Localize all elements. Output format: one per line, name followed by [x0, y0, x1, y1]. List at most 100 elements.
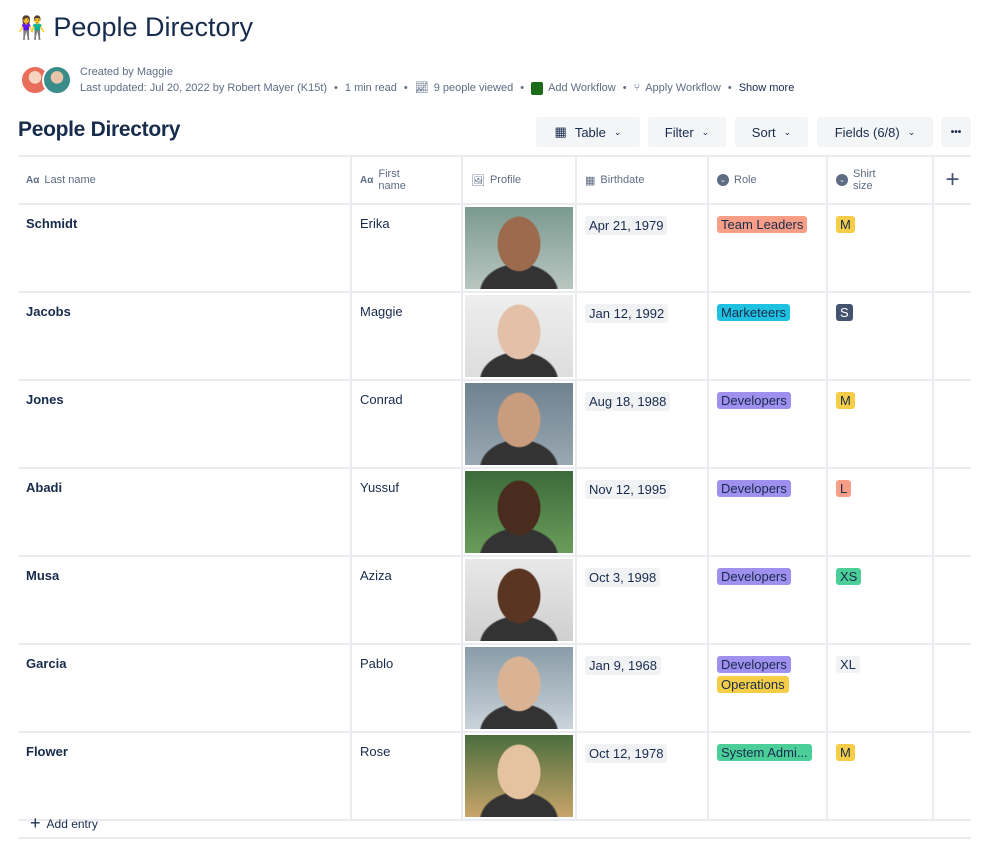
sort-button[interactable]: Sort ⌄	[735, 117, 808, 147]
created-by: Created by Maggie	[80, 66, 173, 78]
first-name-cell[interactable]: Pablo	[350, 644, 462, 733]
profile-cell[interactable]	[461, 556, 576, 645]
table-row[interactable]: Jacobs Maggie Jan 12, 1992 Marketeers S	[18, 292, 971, 381]
role-cell[interactable]: Developers	[707, 556, 827, 645]
database-title: People Directory	[18, 118, 181, 141]
apply-workflow-icon: ⑂	[633, 82, 641, 94]
role-tag: Developers	[717, 392, 791, 409]
show-more-link[interactable]: Show more	[738, 82, 795, 94]
first-name-cell[interactable]: Maggie	[350, 292, 462, 381]
column-first-name[interactable]: Aα First name	[350, 155, 462, 205]
last-name-cell[interactable]: Flower	[18, 732, 351, 821]
last-name-cell[interactable]: Garcia	[18, 644, 351, 733]
profile-photo[interactable]	[465, 383, 573, 465]
fields-button[interactable]: Fields (6/8) ⌄	[817, 117, 933, 147]
label: Filter	[664, 124, 694, 140]
profile-cell[interactable]	[461, 380, 576, 469]
profile-photo[interactable]	[465, 207, 573, 289]
add-column-button[interactable]: +	[932, 155, 971, 205]
profile-cell[interactable]	[461, 732, 576, 821]
shirt-size-cell[interactable]: M	[826, 380, 933, 469]
table-row[interactable]: Flower Rose Oct 12, 1978 System Admi... …	[18, 732, 971, 821]
table-icon: ▦	[554, 124, 567, 139]
people-viewed[interactable]: 9 people viewed	[433, 82, 514, 94]
table-row[interactable]: Garcia Pablo Jan 9, 1968 Developers Opera…	[18, 644, 971, 733]
label: Sort	[751, 124, 776, 140]
empty-cell	[932, 732, 971, 821]
shirt-size-cell[interactable]: S	[826, 292, 933, 381]
birthdate-cell[interactable]: Oct 3, 1998	[575, 556, 708, 645]
table-view-button[interactable]: ▦ Table ⌄	[536, 117, 640, 147]
last-name-cell[interactable]: Jones	[18, 380, 351, 469]
role-cell[interactable]: Marketeers	[707, 292, 827, 381]
chevron-down-icon: ⌄	[783, 126, 792, 137]
profile-photo[interactable]	[465, 559, 573, 641]
birthdate-cell[interactable]: Apr 21, 1979	[575, 204, 708, 293]
add-workflow-link[interactable]: Add Workflow	[548, 82, 616, 94]
shirt-size-cell[interactable]: XL	[826, 644, 933, 733]
apply-workflow-link[interactable]: Apply Workflow	[645, 82, 721, 94]
chevron-down-icon: ⌄	[907, 126, 916, 137]
first-name-cell[interactable]: Conrad	[350, 380, 462, 469]
role-tag: Operations	[717, 676, 789, 693]
profile-photo[interactable]	[465, 735, 573, 817]
birthdate-cell[interactable]: Aug 18, 1988	[575, 380, 708, 469]
avatar[interactable]	[42, 65, 72, 95]
first-name-cell[interactable]: Erika	[350, 204, 462, 293]
label: Birthdate	[600, 174, 645, 186]
filter-button[interactable]: Filter ⌄	[648, 117, 726, 147]
role-tag: Marketeers	[717, 304, 791, 321]
role-tag: System Admi...	[717, 744, 812, 761]
profile-photo[interactable]	[465, 471, 573, 553]
profile-cell[interactable]	[461, 644, 576, 733]
role-cell[interactable]: Developers	[707, 380, 827, 469]
profile-cell[interactable]	[461, 204, 576, 293]
more-button[interactable]: •••	[941, 117, 971, 147]
role-cell[interactable]: System Admi...	[707, 732, 827, 821]
last-updated: Last updated: Jul 20, 2022 by Robert May…	[80, 82, 328, 94]
add-entry-button[interactable]: + Add entry	[30, 813, 98, 834]
label: Fields (6/8)	[834, 124, 900, 140]
last-name-cell[interactable]: Schmidt	[18, 204, 351, 293]
people-table: Aα Last name Aα First name 🖼︎ Profile ▦ Birt…	[18, 155, 971, 821]
date-lozenge: Jan 12, 1992	[585, 304, 669, 323]
role-cell[interactable]: Team Leaders	[707, 204, 827, 293]
column-birthdate[interactable]: ▦ Birthdate	[575, 155, 708, 205]
table-row[interactable]: Schmidt Erika Apr 21, 1979 Team Leaders …	[18, 204, 971, 293]
shirt-size-cell[interactable]: M	[826, 732, 933, 821]
profile-photo[interactable]	[465, 295, 573, 377]
table-row[interactable]: Musa Aziza Oct 3, 1998 Developers XS	[18, 556, 971, 645]
profile-cell[interactable]	[461, 468, 576, 557]
date-lozenge: Jan 9, 1968	[585, 656, 661, 675]
birthdate-cell[interactable]: Jan 9, 1968	[575, 644, 708, 733]
text-field-icon: Aα	[26, 174, 40, 186]
first-name-cell[interactable]: Aziza	[350, 556, 462, 645]
shirt-size-cell[interactable]: XS	[826, 556, 933, 645]
role-tag: Team Leaders	[717, 216, 808, 233]
column-role[interactable]: ⌄ Role	[707, 155, 827, 205]
profile-cell[interactable]	[461, 292, 576, 381]
chevron-down-icon: ⌄	[701, 126, 710, 137]
table-row[interactable]: Jones Conrad Aug 18, 1988 Developers M	[18, 380, 971, 469]
profile-photo[interactable]	[465, 647, 573, 729]
label: Add entry	[46, 816, 98, 831]
birthdate-cell[interactable]: Oct 12, 1978	[575, 732, 708, 821]
birthdate-cell[interactable]: Jan 12, 1992	[575, 292, 708, 381]
last-name-cell[interactable]: Abadi	[18, 468, 351, 557]
role-cell[interactable]: Developers Operations	[707, 644, 827, 733]
shirt-size-cell[interactable]: M	[826, 204, 933, 293]
page-title-text: People Directory	[53, 12, 253, 42]
column-profile[interactable]: 🖼︎ Profile	[461, 155, 576, 205]
shirt-size-tag: M	[836, 744, 855, 761]
column-last-name[interactable]: Aα Last name	[18, 155, 351, 205]
first-name-cell[interactable]: Yussuf	[350, 468, 462, 557]
table-row[interactable]: Abadi Yussuf Nov 12, 1995 Developers L	[18, 468, 971, 557]
last-name-cell[interactable]: Jacobs	[18, 292, 351, 381]
empty-cell	[932, 556, 971, 645]
last-name-cell[interactable]: Musa	[18, 556, 351, 645]
column-shirt-size[interactable]: ⌄ Shirt size	[826, 155, 933, 205]
shirt-size-cell[interactable]: L	[826, 468, 933, 557]
first-name-cell[interactable]: Rose	[350, 732, 462, 821]
birthdate-cell[interactable]: Nov 12, 1995	[575, 468, 708, 557]
role-cell[interactable]: Developers	[707, 468, 827, 557]
